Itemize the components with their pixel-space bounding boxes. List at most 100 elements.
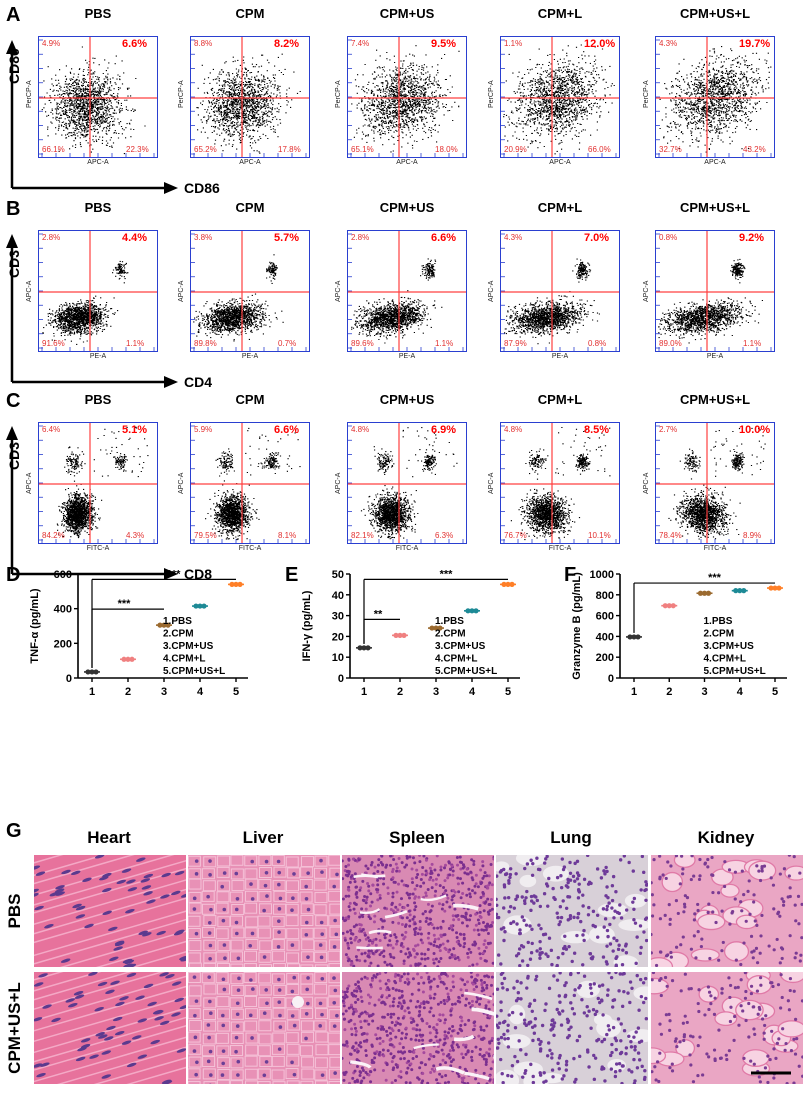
quadrant-ul-label: 2.8% [42, 233, 61, 242]
panel-letter-g: G [6, 820, 22, 842]
flow-plot-title: CPM+L [537, 200, 583, 215]
x-channel-label: FITC-A [238, 545, 262, 552]
y-channel-label: PerCP-A [643, 80, 650, 108]
y-tick-label: 0 [66, 673, 72, 685]
quadrant-lr-label: 0.7% [278, 339, 297, 348]
data-point [768, 585, 774, 591]
data-point-group [661, 603, 678, 609]
quadrant-ur-label: 6.6% [274, 424, 300, 436]
quadrant-lr-label: 17.8% [278, 145, 301, 154]
tissue-heading: Kidney [697, 828, 755, 847]
data-point [666, 603, 672, 609]
quadrant-ur-label: 12.0% [584, 38, 616, 50]
data-point [401, 632, 407, 638]
data-point-group [731, 588, 748, 594]
y-channel-label: APC-A [488, 472, 495, 494]
y-tick-label: 800 [596, 590, 614, 602]
x-tick-label: 3 [701, 686, 707, 696]
legend-entry: 5.CPM+US+L [704, 666, 766, 677]
data-point [662, 603, 668, 609]
x-tick-label: 2 [125, 686, 131, 696]
quadrant-ll-label: 89.6% [351, 339, 374, 348]
flow-plot-a-4 [500, 36, 620, 158]
quadrant-ll-label: 89.0% [659, 339, 682, 348]
y-channel-label: APC-A [178, 280, 185, 302]
y-channel-label: APC-A [178, 472, 185, 494]
legend-entry: 4.CPM+L [704, 654, 747, 665]
y-tick-label: 1000 [590, 569, 614, 581]
y-channel-label: PerCP-A [488, 80, 495, 108]
data-point [473, 608, 479, 614]
histology-row-label: PBS [5, 893, 24, 929]
data-point-group [626, 634, 642, 640]
quadrant-lr-label: 4.3% [126, 531, 145, 540]
quadrant-ll-label: 32.7% [659, 145, 682, 154]
tissue-heading: Lung [550, 828, 592, 847]
data-point [635, 634, 641, 640]
x-tick-label: 1 [631, 686, 637, 696]
quadrant-lr-label: 22.3% [126, 145, 149, 154]
flow-plot-title: CPM+US [379, 200, 435, 215]
y-tick-label: 200 [54, 638, 72, 650]
quadrant-lr-label: 18.0% [435, 145, 458, 154]
y-channel-label: APC-A [26, 280, 33, 302]
flow-plot-a-3 [347, 36, 467, 158]
legend-entry: 2.CPM [435, 629, 466, 640]
data-point [129, 656, 135, 662]
data-point-group [392, 632, 408, 638]
histology-image [496, 855, 648, 967]
y-channel-label: PerCP-A [26, 80, 33, 108]
granzyme-b-chart: 0 200 400 600 800 1000 Granzyme B (pg/mL) 1 2 3 4 5… [571, 569, 787, 696]
y-tick-label: 0 [338, 673, 344, 685]
tissue-heading: Spleen [389, 828, 445, 847]
flow-plot-title: CPM+US+L [679, 200, 751, 215]
x-channel-label: PE-A [706, 353, 724, 360]
flow-plot-title: CPM+US+L [679, 392, 751, 407]
x-channel-label: PE-A [241, 353, 259, 360]
data-point [670, 603, 676, 609]
quadrant-ll-label: 91.6% [42, 339, 65, 348]
quadrant-ll-label: 82.1% [351, 531, 374, 540]
flow-plot-b-3 [347, 230, 467, 352]
y-channel-label: APC-A [643, 280, 650, 302]
histology-image [496, 972, 648, 1084]
data-point-group [156, 622, 172, 628]
flow-plot-title: CPM+L [537, 6, 583, 21]
flow-plot-c-4 [500, 422, 620, 544]
data-point [509, 581, 515, 587]
panel-letter-e: E [285, 564, 299, 586]
quadrant-ul-label: 4.8% [351, 425, 370, 434]
quadrant-ul-label: 2.7% [659, 425, 678, 434]
quadrant-ul-label: 3.8% [194, 233, 213, 242]
data-point [85, 669, 91, 675]
y-tick-label: 0 [608, 673, 614, 685]
data-point [197, 603, 203, 609]
quadrant-ll-label: 78.4% [659, 531, 682, 540]
flow-plot-title: PBS [84, 200, 112, 215]
data-point-group [84, 669, 100, 675]
quadrant-lr-label: 1.1% [435, 339, 454, 348]
flow-plot-title: CPM+US [379, 6, 435, 21]
quadrant-ur-label: 10.0% [739, 424, 771, 436]
legend-entry: 4.CPM+L [163, 654, 206, 665]
x-tick-label: 4 [737, 686, 744, 696]
flow-plot-title: CPM+L [537, 392, 583, 407]
histology-image [34, 855, 186, 967]
y-tick-label: 600 [596, 611, 614, 623]
y-channel-label: PerCP-A [335, 80, 342, 108]
flow-plot-title: PBS [84, 392, 112, 407]
quadrant-ur-label: 5.7% [274, 232, 300, 244]
flow-plot-title: CPM+US+L [679, 6, 751, 21]
flow-plot-title: PBS [84, 6, 112, 21]
legend-entry: 2.CPM [163, 629, 194, 640]
data-point [733, 588, 739, 594]
quadrant-ul-label: 4.8% [504, 425, 523, 434]
data-point [361, 645, 367, 651]
data-point [193, 603, 199, 609]
data-point-group [696, 590, 713, 596]
legend-entry: 1.PBS [704, 616, 733, 627]
flow-plot-b-1 [38, 230, 158, 352]
quadrant-ul-label: 4.3% [659, 39, 678, 48]
y-channel-label: APC-A [335, 472, 342, 494]
quadrant-lr-label: 6.3% [435, 531, 454, 540]
